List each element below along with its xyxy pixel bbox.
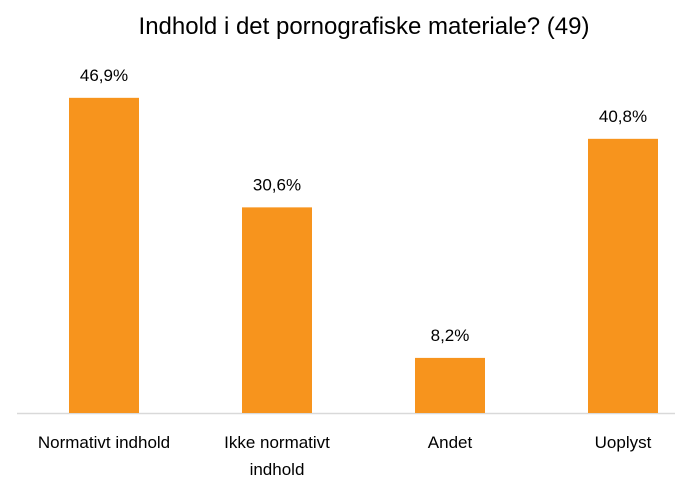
x-tick-label: Uoplyst [594, 433, 652, 452]
bar [242, 207, 312, 413]
x-tick-label: Andet [427, 433, 473, 452]
data-label: 40,8% [599, 107, 647, 126]
bar [415, 357, 485, 413]
data-label: 30,6% [253, 175, 301, 194]
x-tick-label: Ikke normativt indhold [224, 433, 330, 479]
data-label: 46,9% [80, 66, 128, 85]
x-tick-label: Normativt indhold [37, 433, 171, 452]
chart-title: Indhold i det pornografiske materiale? (… [139, 13, 590, 40]
bar [588, 138, 658, 413]
bar [69, 97, 139, 413]
data-label: 8,2% [431, 326, 470, 345]
